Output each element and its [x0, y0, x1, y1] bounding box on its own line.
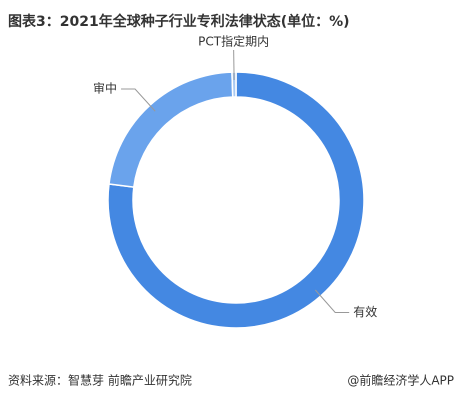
leader-line: [121, 88, 156, 112]
slice-label: PCT指定期内: [198, 34, 269, 49]
credit: @前瞻经济学人APP: [347, 373, 454, 388]
donut-slice: [107, 71, 365, 329]
slice-label: 有效: [353, 304, 377, 319]
source: 资料来源：智慧芽 前瞻产业研究院: [8, 373, 192, 388]
leader-line: [314, 289, 350, 314]
donut-slice: [231, 71, 237, 98]
chart-title: 图表3：2021年全球种子行业专利法律状态(单位：%): [8, 13, 350, 30]
slice-label: 审中: [93, 81, 117, 96]
